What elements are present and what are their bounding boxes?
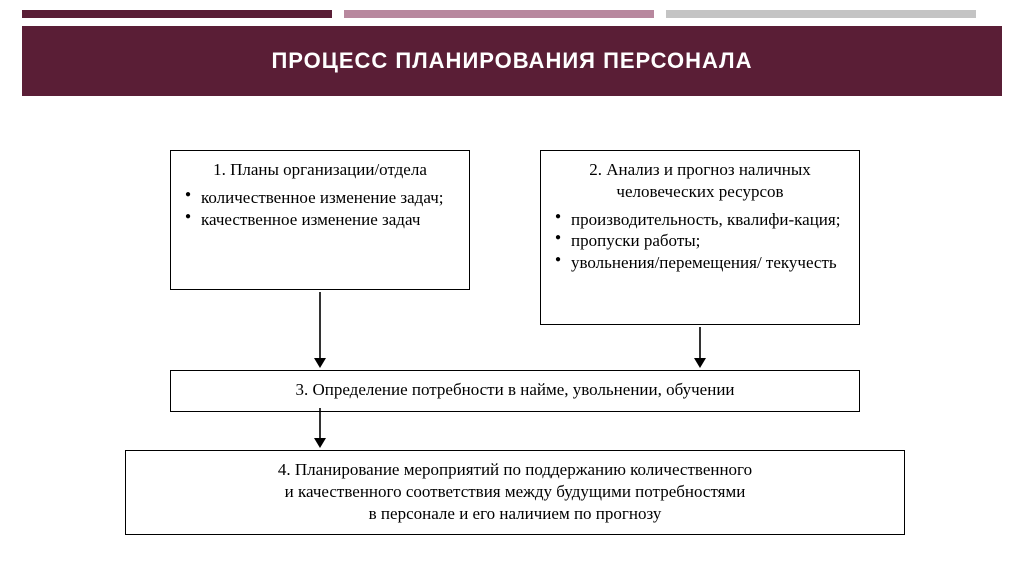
slide-title-text: ПРОЦЕСС ПЛАНИРОВАНИЯ ПЕРСОНАЛА [271, 48, 752, 73]
accent-bar-1 [22, 10, 332, 18]
box-need-text: 3. Определение потребности в найме, увол… [295, 380, 734, 399]
slide-title: ПРОЦЕСС ПЛАНИРОВАНИЯ ПЕРСОНАЛА [22, 26, 1002, 96]
flowchart: 1. Планы организации/отдела количественн… [0, 130, 1024, 574]
bullet-item: качественное изменение задач [185, 209, 455, 231]
bullet-item: пропуски работы; [555, 230, 845, 252]
accent-bar-3 [666, 10, 976, 18]
accent-bar-2 [344, 10, 654, 18]
top-accent-bars [0, 0, 1024, 26]
box-analysis: 2. Анализ и прогноз наличных человечески… [540, 150, 860, 325]
bullet-item: производительность, квалифи-кация; [555, 209, 845, 231]
box-need-determination: 3. Определение потребности в найме, увол… [170, 370, 860, 412]
box-planning-measures: 4. Планирование мероприятий по поддержан… [125, 450, 905, 535]
arrow-b2-to-b3 [690, 327, 710, 370]
box-analysis-title: 2. Анализ и прогноз наличных человечески… [555, 159, 845, 203]
bullet-item: количественное изменение задач; [185, 187, 455, 209]
bullet-item: увольнения/перемещения/ текучесть [555, 252, 845, 274]
box-plans-title: 1. Планы организации/отдела [185, 159, 455, 181]
arrow-b1-to-b3 [310, 292, 330, 370]
box-plans-bullets: количественное изменение задач; качестве… [185, 187, 455, 231]
box-analysis-bullets: производительность, квалифи-кация; пропу… [555, 209, 845, 274]
box-plans: 1. Планы организации/отдела количественн… [170, 150, 470, 290]
arrow-b3-to-b4 [310, 408, 330, 450]
